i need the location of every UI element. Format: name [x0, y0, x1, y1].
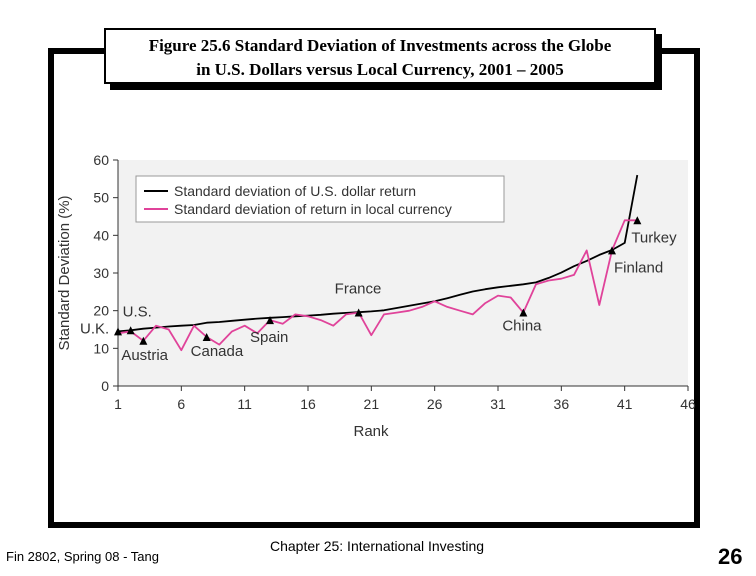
- usd-return-line: [117, 174, 639, 333]
- y-tick-label: 50: [93, 190, 109, 206]
- annotation-marker: [519, 308, 528, 317]
- annotation-marker: [633, 216, 642, 225]
- x-tick-label: 16: [300, 396, 316, 412]
- annotation-marker: [114, 327, 122, 336]
- x-tick-label: 1: [114, 396, 122, 412]
- local-currency-line: [117, 219, 638, 352]
- slide-title-line-1: Figure 25.6 Standard Deviation of Invest…: [148, 36, 612, 55]
- x-tick-label: 41: [617, 396, 633, 412]
- y-tick-label: 10: [93, 340, 109, 356]
- annotation-label: Turkey: [631, 229, 677, 246]
- annotation-marker: [139, 336, 148, 345]
- annotation-label: Finland: [614, 259, 663, 276]
- x-tick-label: 11: [237, 396, 252, 412]
- annotation-marker: [266, 316, 274, 325]
- footer-chapter: Chapter 25: International Investing: [270, 538, 485, 554]
- y-axis-label: Standard Deviation (%): [56, 195, 73, 350]
- annotation-marker: [126, 326, 135, 335]
- y-tick-label: 20: [93, 303, 109, 319]
- footer-course: Fin 2802, Spring 08 - Tang: [6, 549, 159, 564]
- legend-label: Standard deviation of U.S. dollar return: [174, 183, 416, 199]
- x-tick-label: 46: [680, 396, 696, 412]
- annotation-label: China: [502, 318, 542, 335]
- annotation-label: Spain: [250, 329, 288, 346]
- y-tick-label: 40: [93, 227, 109, 243]
- x-tick-label: 31: [490, 396, 506, 412]
- annotation-label: Austria: [121, 347, 168, 364]
- slide-title-box: Figure 25.6 Standard Deviation of Invest…: [104, 28, 656, 84]
- y-tick-label: 30: [93, 265, 109, 281]
- legend-box: [135, 175, 505, 223]
- x-tick-label: 36: [554, 396, 570, 412]
- legend-label: Standard deviation of return in local cu…: [174, 201, 452, 217]
- x-tick-label: 26: [427, 396, 443, 412]
- page-number: 26: [718, 544, 743, 569]
- x-axis-label: Rank: [353, 423, 389, 440]
- y-tick-label: 60: [93, 152, 109, 168]
- slide-title-line-2: in U.S. Dollars versus Local Currency, 2…: [196, 60, 564, 79]
- y-tick-label: 0: [101, 378, 109, 394]
- x-tick-label: 6: [177, 396, 185, 412]
- x-tick-label: 21: [364, 396, 380, 412]
- annotation-label: France: [335, 281, 382, 298]
- annotation-label: U.K.: [80, 320, 109, 337]
- chart-panel: 0 10 20 30 40 50 60 1 6 11 16 21 26 31 36 41 46 Rank Stand…: [54, 140, 702, 440]
- annotation-marker: [354, 308, 363, 317]
- annotation-label: Canada: [191, 343, 244, 360]
- annotation-label: U.S.: [123, 303, 152, 320]
- annotation-marker: [608, 246, 616, 255]
- annotation-marker: [202, 333, 211, 342]
